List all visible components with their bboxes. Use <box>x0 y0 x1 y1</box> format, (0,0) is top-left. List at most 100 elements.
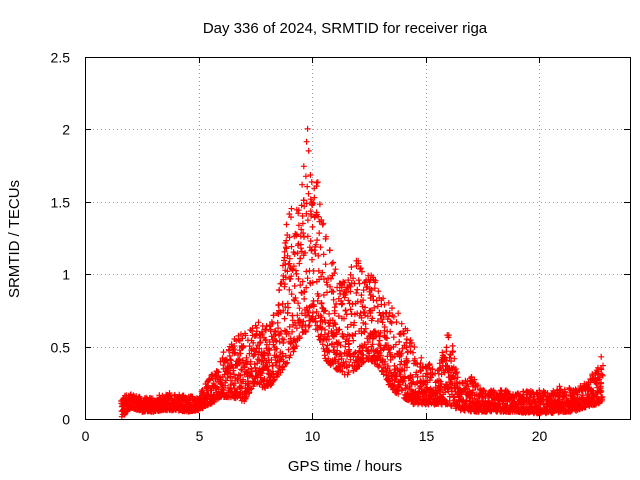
data-point <box>293 232 300 239</box>
data-point <box>299 181 306 188</box>
data-point <box>345 297 352 304</box>
data-point <box>340 333 347 340</box>
data-point <box>376 309 383 316</box>
data-point <box>286 286 293 293</box>
data-point <box>291 251 298 257</box>
data-point <box>252 348 259 355</box>
data-point <box>404 358 411 365</box>
data-point <box>307 238 314 244</box>
data-point <box>326 336 332 343</box>
data-point <box>300 197 307 204</box>
x-axis-label: GPS time / hours <box>288 458 402 475</box>
data-point <box>248 365 255 372</box>
data-point <box>281 315 288 322</box>
data-point <box>323 233 329 240</box>
data-point <box>444 401 451 408</box>
data-point <box>315 293 322 300</box>
data-point <box>318 300 325 306</box>
data-point <box>418 367 425 374</box>
data-point <box>539 397 546 404</box>
data-point <box>345 277 352 284</box>
data-point <box>408 340 415 346</box>
data-point <box>293 270 300 277</box>
data-point <box>303 268 310 275</box>
data-point <box>281 254 288 261</box>
data-point <box>245 380 252 387</box>
data-point <box>399 386 406 393</box>
data-point <box>355 277 362 284</box>
data-point <box>310 301 317 308</box>
data-point <box>298 248 305 255</box>
data-point <box>420 378 427 385</box>
data-point <box>330 259 336 266</box>
data-point <box>268 356 275 363</box>
data-point <box>299 213 306 219</box>
data-point <box>276 286 283 293</box>
data-point <box>465 383 472 390</box>
data-point <box>451 375 458 382</box>
data-point <box>374 303 381 310</box>
data-point <box>305 147 312 154</box>
data-point <box>401 367 408 374</box>
data-point <box>598 388 605 395</box>
data-point <box>278 280 285 287</box>
data-point <box>300 318 307 325</box>
data-point <box>291 297 298 304</box>
data-point <box>374 318 381 325</box>
data-point <box>337 342 344 349</box>
data-point <box>361 341 368 348</box>
data-point <box>375 363 382 370</box>
data-point <box>289 328 296 335</box>
y-tick-label: 1.5 <box>51 195 71 211</box>
data-point <box>391 377 398 384</box>
data-point <box>402 373 408 380</box>
data-point <box>239 335 246 342</box>
data-point <box>281 281 288 288</box>
data-point <box>272 329 279 335</box>
data-point <box>300 163 307 170</box>
data-point <box>400 377 407 384</box>
data-point <box>286 255 293 262</box>
data-point <box>309 309 316 316</box>
data-point <box>417 360 424 367</box>
data-point <box>360 351 367 358</box>
data-point <box>385 299 392 306</box>
data-point <box>240 344 247 350</box>
data-point <box>316 230 323 237</box>
data-point <box>438 371 445 378</box>
data-point <box>350 275 357 282</box>
data-point <box>295 320 302 327</box>
y-tick-label: 1 <box>62 267 70 283</box>
data-point <box>279 300 286 307</box>
data-point <box>356 280 363 287</box>
data-point <box>293 343 300 350</box>
data-point <box>305 190 312 197</box>
y-tick-label: 0 <box>62 412 70 428</box>
data-point <box>332 321 339 328</box>
data-point <box>536 387 543 394</box>
data-point <box>274 319 281 326</box>
data-point <box>390 313 397 320</box>
data-point <box>294 250 301 257</box>
data-point <box>600 362 606 369</box>
data-point <box>282 352 289 359</box>
data-point <box>296 305 303 312</box>
data-point <box>313 241 319 248</box>
data-point <box>480 387 487 394</box>
data-point <box>331 270 338 277</box>
data-point <box>481 387 488 394</box>
data-point <box>286 211 293 217</box>
data-point <box>298 226 305 233</box>
data-point <box>377 329 384 336</box>
x-tick-label: 10 <box>305 428 321 444</box>
data-point <box>292 322 299 329</box>
data-point <box>355 257 362 264</box>
data-point <box>392 341 399 348</box>
data-point <box>242 332 249 339</box>
data-point <box>331 307 338 314</box>
data-point <box>364 313 371 320</box>
data-point <box>344 324 351 331</box>
data-point <box>297 319 304 326</box>
data-point <box>362 312 369 319</box>
data-point <box>317 324 324 331</box>
